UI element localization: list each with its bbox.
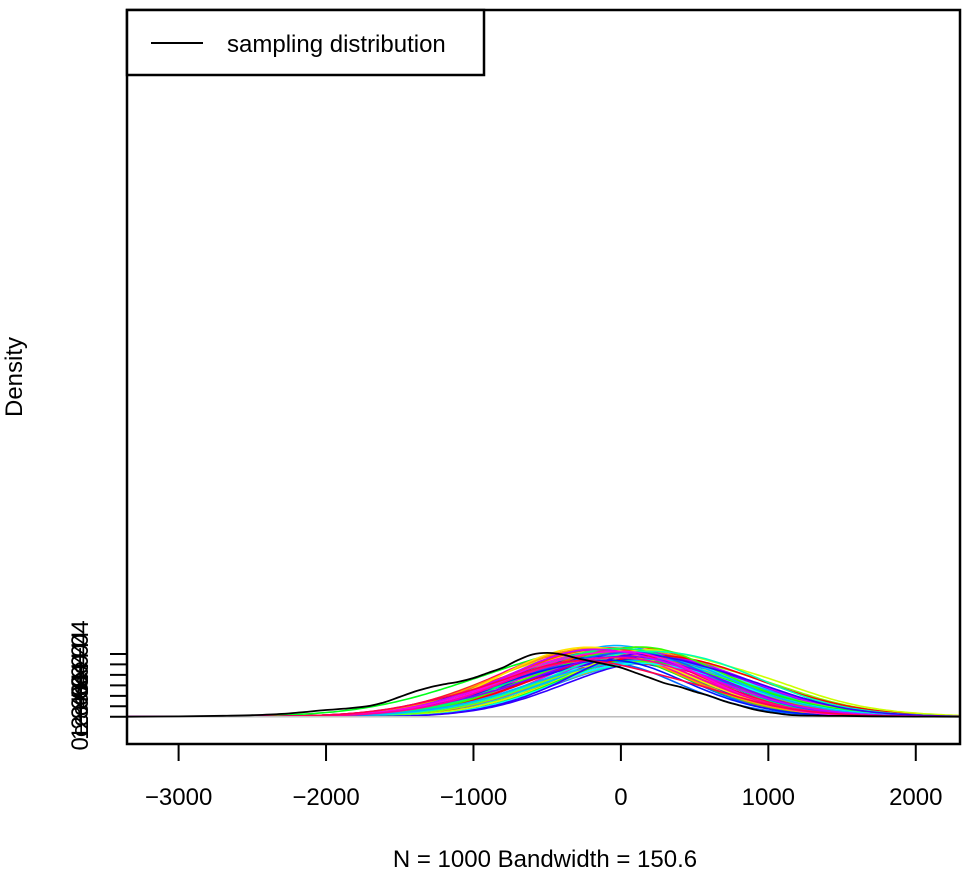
x-tick-label: −1000 — [440, 784, 507, 811]
y-tick-label: 5e−04 — [67, 631, 94, 698]
y-tick-label: 4e−04 — [67, 641, 94, 708]
y-tick-label: 6e−04 — [67, 620, 94, 687]
x-tick-label: 1000 — [742, 784, 795, 811]
legend: sampling distribution — [125, 8, 486, 77]
plot-frame — [125, 8, 962, 746]
x-axis-title: N = 1000 Bandwidth = 150.6 — [393, 846, 697, 873]
x-tick-label: −2000 — [292, 784, 359, 811]
y-axis-title: Density — [1, 337, 28, 417]
x-tick-label: 2000 — [889, 784, 942, 811]
x-tick-label: −3000 — [145, 784, 212, 811]
y-tick-label: 2e−04 — [67, 662, 94, 729]
sampling-distribution-series — [127, 651, 960, 718]
legend-label: sampling distribution — [227, 31, 446, 58]
bootstrap-curves — [127, 644, 960, 718]
y-tick-label: 1e−04 — [67, 673, 94, 740]
x-axis: −3000 −2000 −1000 0 1000 2000 — [145, 744, 942, 811]
sampling-distribution-line — [127, 651, 960, 718]
y-tick-label: 3e−04 — [67, 652, 94, 719]
x-tick-label: 0 — [614, 784, 627, 811]
y-tick-label: 0e+00 — [67, 683, 94, 750]
